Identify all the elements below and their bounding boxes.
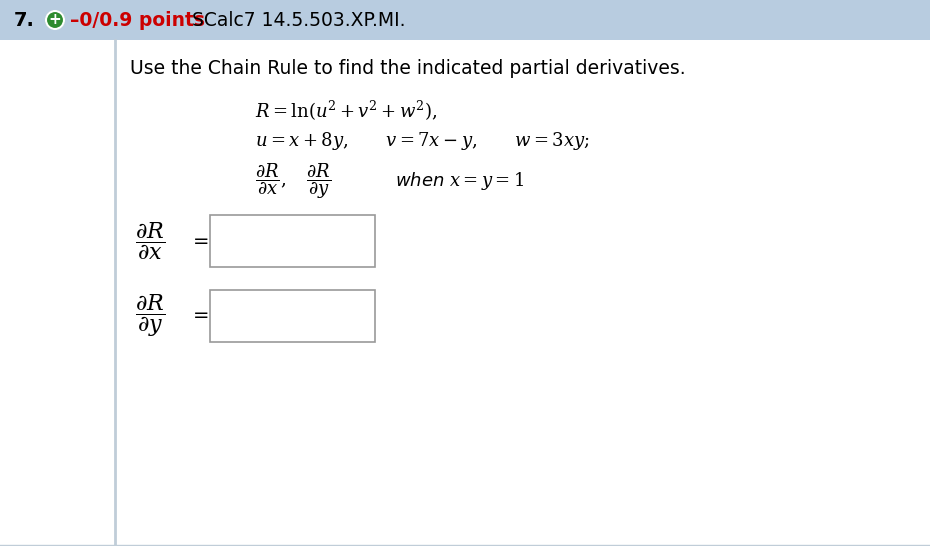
Bar [210, 290, 375, 342]
Text: when $x = y = 1$: when $x = y = 1$ [395, 170, 525, 192]
Text: $\dfrac{\partial R}{\partial x}$: $\dfrac{\partial R}{\partial x}$ [135, 220, 166, 262]
Text: =: = [193, 232, 209, 251]
Text: SCalc7 14.5.503.XP.MI.: SCalc7 14.5.503.XP.MI. [192, 10, 405, 29]
Text: Use the Chain Rule to find the indicated partial derivatives.: Use the Chain Rule to find the indicated… [130, 58, 685, 78]
Text: +: + [48, 13, 61, 27]
Bar [0, 0, 930, 40]
Text: –0/0.9 points: –0/0.9 points [70, 10, 205, 29]
Text: 7.: 7. [14, 10, 34, 29]
Bar [210, 215, 375, 267]
Circle shape [46, 11, 64, 29]
Text: $\dfrac{\partial R}{\partial x},\quad \dfrac{\partial R}{\partial y}$: $\dfrac{\partial R}{\partial x},\quad \d… [255, 161, 331, 201]
Text: $\dfrac{\partial R}{\partial y}$: $\dfrac{\partial R}{\partial y}$ [135, 293, 166, 340]
Text: =: = [193, 306, 209, 325]
Text: $u = x + 8y, \quad\quad v = 7x - y, \quad\quad w = 3xy;$: $u = x + 8y, \quad\quad v = 7x - y, \qua… [255, 130, 590, 152]
Text: $R = \mathrm{ln}(u^2 + v^2 + w^2),$: $R = \mathrm{ln}(u^2 + v^2 + w^2),$ [255, 99, 437, 123]
